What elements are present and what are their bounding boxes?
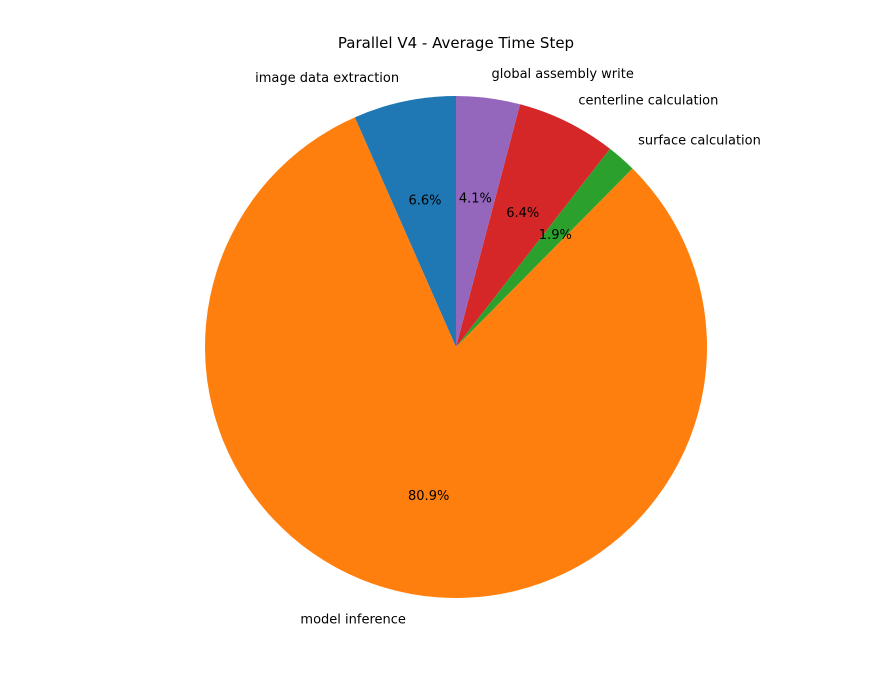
slice-percent-label: 1.9% [539,228,572,243]
pie-labels: image data extraction 6.6% model inference… [255,67,761,627]
chart-title: Parallel V4 - Average Time Step [338,34,574,52]
slice-label: centerline calculation [578,93,718,108]
slice-label: surface calculation [638,133,761,148]
slice-percent-label: 6.4% [506,206,539,221]
pie-slices [205,96,708,599]
slice-label: global assembly write [492,67,634,82]
pie-slice [205,117,708,599]
pie-slice [456,104,610,347]
slice-percent-label: 6.6% [408,194,441,209]
slice-label: model inference [300,613,405,628]
pie-slice [354,96,456,347]
slice-label: image data extraction [255,71,399,86]
pie-slice [456,148,633,347]
slice-percent-label: 4.1% [459,192,492,207]
pie-slice [456,96,521,347]
slice-percent-label: 80.9% [408,489,449,504]
